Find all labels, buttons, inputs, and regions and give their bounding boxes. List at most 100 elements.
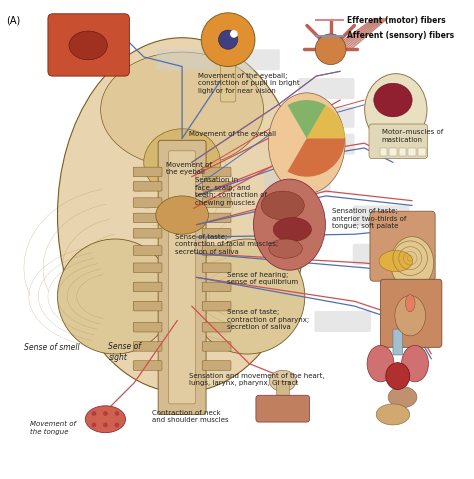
Ellipse shape: [388, 387, 417, 408]
Ellipse shape: [374, 83, 412, 117]
FancyBboxPatch shape: [202, 182, 231, 191]
Ellipse shape: [391, 237, 434, 289]
Ellipse shape: [69, 31, 107, 60]
FancyBboxPatch shape: [298, 78, 355, 99]
Circle shape: [103, 422, 108, 427]
FancyBboxPatch shape: [202, 228, 231, 238]
FancyBboxPatch shape: [202, 361, 231, 370]
Circle shape: [315, 34, 346, 65]
Text: Sense of
sight: Sense of sight: [109, 342, 141, 362]
Text: Sense of hearing;
sense of equilibrium: Sense of hearing; sense of equilibrium: [227, 272, 298, 285]
Ellipse shape: [190, 239, 305, 354]
Bar: [418, 148, 426, 156]
Bar: [380, 148, 387, 156]
Text: Sensation in
face, scalp, and
teeth; contraction of
chewing muscles: Sensation in face, scalp, and teeth; con…: [195, 177, 267, 205]
FancyBboxPatch shape: [298, 134, 355, 155]
FancyBboxPatch shape: [133, 213, 162, 223]
Text: Sense of taste;
contraction of facial muscles;
secretion of saliva: Sense of taste; contraction of facial mu…: [175, 234, 278, 255]
FancyBboxPatch shape: [133, 167, 162, 177]
Ellipse shape: [395, 296, 426, 336]
Ellipse shape: [376, 404, 410, 425]
FancyBboxPatch shape: [133, 246, 162, 255]
Ellipse shape: [268, 93, 345, 194]
Text: Contraction of neck
and shoulder muscles: Contraction of neck and shoulder muscles: [152, 410, 229, 423]
FancyBboxPatch shape: [202, 167, 231, 177]
FancyBboxPatch shape: [133, 182, 162, 191]
FancyBboxPatch shape: [264, 172, 331, 193]
FancyBboxPatch shape: [133, 361, 162, 370]
FancyBboxPatch shape: [202, 198, 231, 207]
Ellipse shape: [85, 406, 126, 433]
Text: Movement of
the tongue: Movement of the tongue: [29, 421, 75, 434]
Text: Sensation of taste;
anterior two-thirds of
tongue; soft palate: Sensation of taste; anterior two-thirds …: [332, 208, 406, 229]
Text: Movement of the eyeball;
constriction of pupil in bright
light or for near visio: Movement of the eyeball; constriction of…: [198, 73, 299, 94]
Circle shape: [91, 422, 96, 427]
Ellipse shape: [144, 129, 220, 196]
Text: Sense of taste;
contraction of pharynx;
secretion of saliva: Sense of taste; contraction of pharynx; …: [227, 309, 310, 331]
FancyBboxPatch shape: [220, 55, 236, 102]
FancyBboxPatch shape: [256, 395, 310, 422]
Ellipse shape: [405, 295, 415, 312]
FancyBboxPatch shape: [202, 322, 231, 332]
Ellipse shape: [401, 345, 428, 382]
Bar: [399, 148, 406, 156]
Ellipse shape: [57, 38, 307, 392]
FancyBboxPatch shape: [202, 301, 231, 311]
FancyBboxPatch shape: [298, 107, 355, 128]
Ellipse shape: [57, 239, 173, 354]
Text: Sensation and movement of the heart,
lungs, larynx, pharynx, GI tract: Sensation and movement of the heart, lun…: [189, 373, 324, 386]
Circle shape: [115, 411, 119, 416]
Text: Efferent (motor) fibers: Efferent (motor) fibers: [347, 16, 446, 25]
Ellipse shape: [254, 179, 325, 270]
FancyBboxPatch shape: [369, 124, 428, 159]
FancyBboxPatch shape: [133, 263, 162, 273]
Circle shape: [201, 13, 255, 67]
FancyBboxPatch shape: [202, 282, 231, 292]
FancyBboxPatch shape: [370, 211, 435, 281]
Ellipse shape: [386, 363, 410, 389]
Circle shape: [230, 30, 237, 38]
FancyBboxPatch shape: [133, 282, 162, 292]
Ellipse shape: [100, 52, 264, 167]
Text: Movement of
the eyeball: Movement of the eyeball: [166, 161, 212, 175]
Ellipse shape: [269, 370, 296, 391]
Circle shape: [103, 411, 108, 416]
FancyBboxPatch shape: [202, 246, 231, 255]
FancyBboxPatch shape: [169, 151, 195, 404]
FancyBboxPatch shape: [393, 329, 402, 355]
FancyBboxPatch shape: [133, 322, 162, 332]
Text: Sense of smell: Sense of smell: [25, 343, 80, 352]
Wedge shape: [288, 138, 345, 177]
Text: Afferent (sensory) fibers: Afferent (sensory) fibers: [347, 31, 454, 40]
FancyBboxPatch shape: [381, 279, 442, 347]
Ellipse shape: [367, 345, 394, 382]
Bar: [389, 148, 397, 156]
FancyBboxPatch shape: [133, 342, 162, 351]
Ellipse shape: [261, 191, 304, 220]
Ellipse shape: [156, 196, 209, 234]
FancyBboxPatch shape: [202, 213, 231, 223]
FancyBboxPatch shape: [236, 49, 280, 70]
Ellipse shape: [273, 217, 311, 241]
Text: Motor–muscles of
mastication: Motor–muscles of mastication: [382, 129, 443, 143]
Circle shape: [91, 411, 96, 416]
FancyBboxPatch shape: [353, 205, 409, 227]
FancyBboxPatch shape: [133, 198, 162, 207]
Bar: [408, 148, 416, 156]
Ellipse shape: [269, 239, 302, 258]
FancyBboxPatch shape: [156, 49, 216, 70]
Text: (A): (A): [6, 16, 20, 26]
Wedge shape: [288, 100, 326, 138]
Bar: [276, 381, 290, 398]
Wedge shape: [307, 105, 345, 138]
FancyBboxPatch shape: [202, 263, 231, 273]
Ellipse shape: [365, 74, 427, 146]
Ellipse shape: [379, 251, 412, 272]
Text: Movement of the eyeball: Movement of the eyeball: [189, 131, 276, 137]
FancyBboxPatch shape: [48, 14, 129, 76]
FancyBboxPatch shape: [133, 301, 162, 311]
FancyBboxPatch shape: [133, 228, 162, 238]
Circle shape: [219, 30, 237, 49]
FancyBboxPatch shape: [202, 342, 231, 351]
FancyBboxPatch shape: [353, 244, 409, 265]
